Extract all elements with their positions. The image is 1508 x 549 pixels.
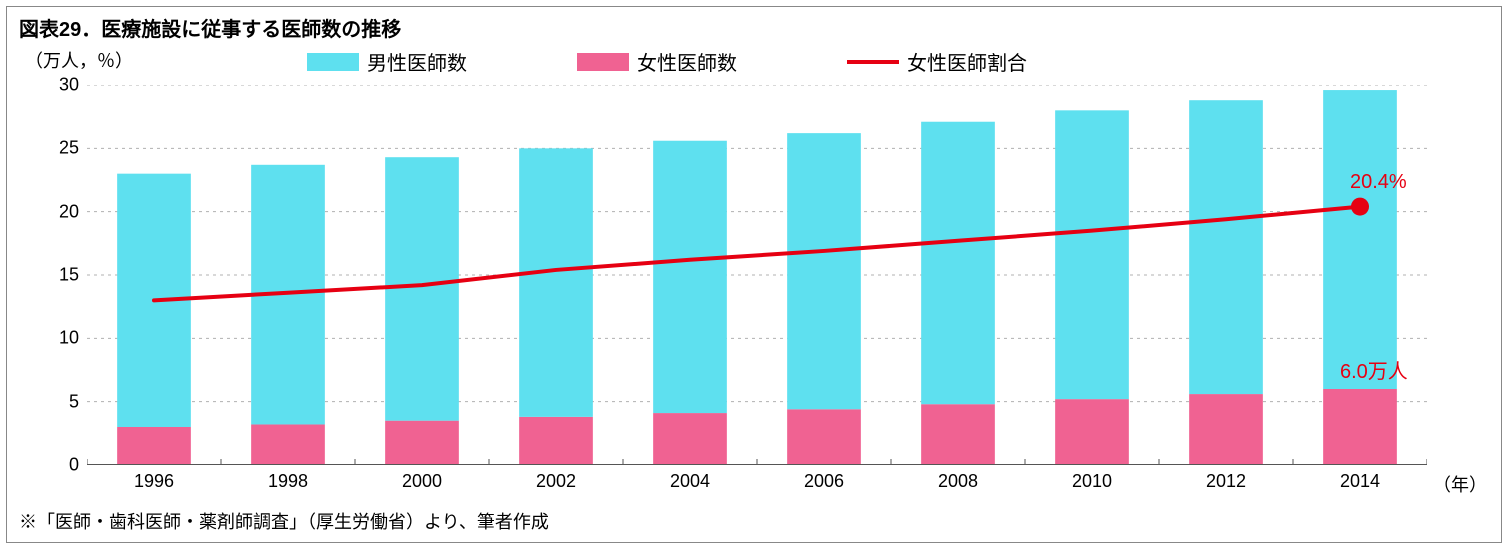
y-tick-label: 0 <box>69 455 79 476</box>
chart-frame: 図表29．医療施設に従事する医師数の推移 （万人，％） 男性医師数 女性医師数 … <box>6 6 1502 543</box>
plot-svg <box>87 85 1427 465</box>
legend-label: 女性医師数 <box>637 47 737 76</box>
y-tick-label: 15 <box>59 265 79 286</box>
x-tick-label: 2010 <box>1072 471 1112 492</box>
annotation-ratio-end: 20.4% <box>1350 171 1407 194</box>
y-tick-label: 25 <box>59 138 79 159</box>
x-tick-label: 2004 <box>670 471 710 492</box>
x-tick-label: 2012 <box>1206 471 1246 492</box>
legend-swatch-ratio <box>847 60 899 64</box>
y-tick-label: 10 <box>59 328 79 349</box>
legend-swatch-male <box>307 53 359 71</box>
chart-title: 図表29．医療施設に従事する医師数の推移 <box>19 13 401 42</box>
legend-item-ratio: 女性医師割合 <box>847 47 1027 76</box>
x-tick-label: 2000 <box>402 471 442 492</box>
legend-item-female: 女性医師数 <box>577 47 737 76</box>
x-tick-label: 2006 <box>804 471 844 492</box>
x-tick-label: 1996 <box>134 471 174 492</box>
y-tick-label: 5 <box>69 391 79 412</box>
y-tick-label: 20 <box>59 201 79 222</box>
x-tick-label: 2008 <box>938 471 978 492</box>
y-axis-unit: （万人，％） <box>25 47 133 73</box>
footnote: ※「医師・歯科医師・薬剤師調査」（厚生労働省）より、筆者作成 <box>19 508 549 534</box>
annotation-female-end: 6.0万人 <box>1340 355 1408 384</box>
x-tick-label: 2002 <box>536 471 576 492</box>
legend-swatch-female <box>577 53 629 71</box>
x-tick-label: 1998 <box>268 471 308 492</box>
plot-area: （年） 051015202530199619982000200220042006… <box>87 85 1427 465</box>
legend-item-male: 男性医師数 <box>307 47 467 76</box>
x-axis-unit: （年） <box>1433 471 1487 497</box>
legend-label: 男性医師数 <box>367 47 467 76</box>
legend: 男性医師数 女性医師数 女性医師割合 <box>307 47 1027 76</box>
legend-label: 女性医師割合 <box>907 47 1027 76</box>
x-tick-label: 2014 <box>1340 471 1380 492</box>
y-tick-label: 30 <box>59 75 79 96</box>
